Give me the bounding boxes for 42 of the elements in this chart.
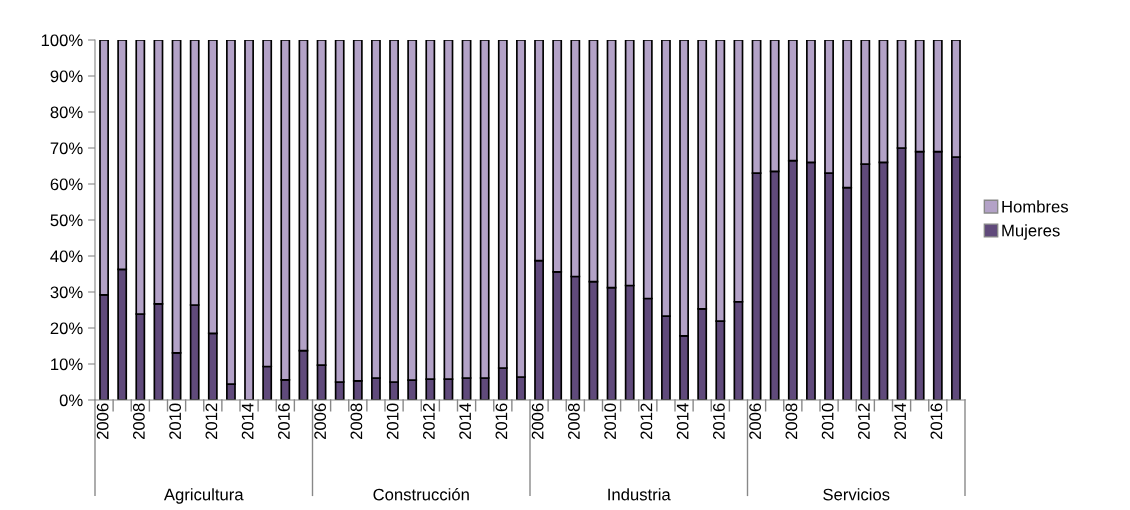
x-tick-label: 2012 bbox=[640, 403, 653, 440]
x-tick-label: 2006 bbox=[749, 403, 762, 440]
text: Industria bbox=[608, 488, 671, 501]
x-tick-label: 2008 bbox=[567, 403, 580, 440]
x-tick-label: 2008 bbox=[132, 403, 145, 440]
y-tick-label: 20% bbox=[50, 322, 83, 335]
y-tick-label: 80% bbox=[50, 106, 83, 119]
x-tick-label: 2012 bbox=[857, 403, 870, 440]
x-tick-label: 2016 bbox=[277, 403, 290, 440]
x-tick-label: 2014 bbox=[894, 403, 907, 440]
x-tick-label: 2008 bbox=[350, 403, 363, 440]
text: Agricultura bbox=[163, 488, 244, 504]
x-tick-label: 2006 bbox=[96, 403, 109, 440]
x-tick-label: 2010 bbox=[821, 403, 834, 440]
x-tick-label: 2014 bbox=[241, 403, 254, 440]
x-tick-label: 2016 bbox=[712, 403, 725, 440]
x-tick-label: 2010 bbox=[604, 403, 617, 440]
y-tick-label: 50% bbox=[50, 214, 83, 227]
x-tick-label: 2014 bbox=[459, 403, 472, 440]
bar bbox=[244, 40, 254, 400]
y-tick-label: 0% bbox=[59, 394, 83, 407]
x-tick-label: 2016 bbox=[930, 403, 943, 440]
x-tick-label: 2006 bbox=[531, 403, 544, 440]
x-tick-label: 2010 bbox=[386, 403, 399, 440]
x-tick-label: 2006 bbox=[314, 403, 327, 440]
x-tick-label: 2012 bbox=[205, 403, 218, 440]
legend-label: Mujeres bbox=[1002, 224, 1060, 240]
y-tick-label: 40% bbox=[50, 250, 83, 263]
y-tick-label: 60% bbox=[50, 178, 83, 191]
legend-label: Hombres bbox=[1002, 200, 1069, 213]
x-tick-label: 2014 bbox=[676, 403, 689, 440]
y-tick-label: 10% bbox=[51, 358, 83, 371]
x-tick-label: 2010 bbox=[169, 403, 182, 440]
x-tick-label: 2016 bbox=[495, 403, 508, 440]
x-tick-label: 2012 bbox=[422, 403, 435, 440]
x-tick-label: 2008 bbox=[785, 403, 798, 440]
y-tick-label: 30% bbox=[50, 286, 83, 299]
y-tick-label: 90% bbox=[50, 70, 83, 83]
y-tick-label: 100% bbox=[41, 34, 83, 47]
text: Construcción bbox=[373, 488, 469, 501]
text: Servicios bbox=[823, 488, 890, 501]
y-tick-label: 70% bbox=[50, 142, 83, 155]
